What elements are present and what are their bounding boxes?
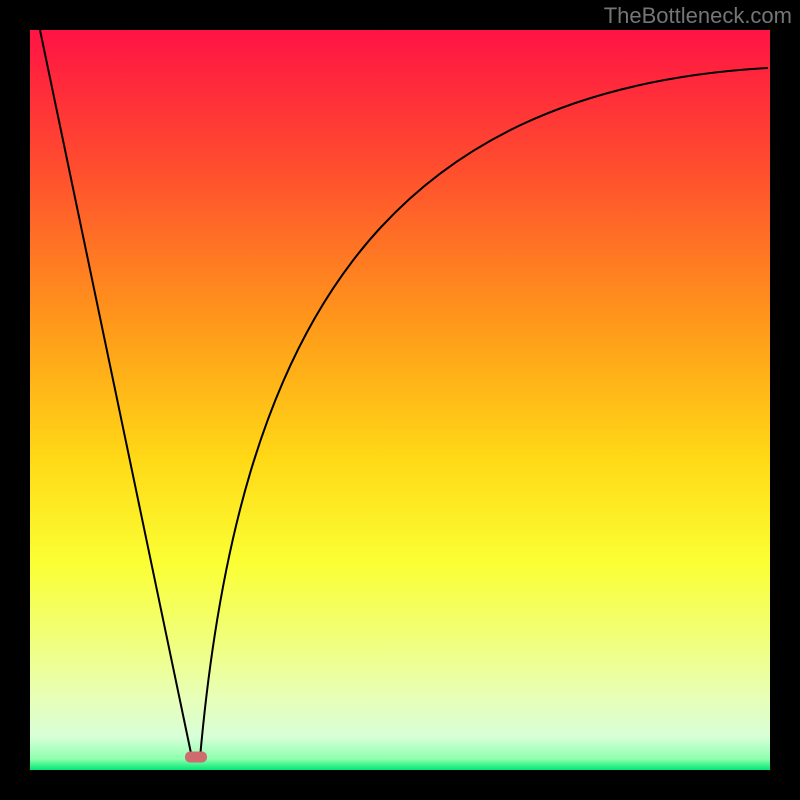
- plot-gradient-background: [30, 30, 770, 770]
- attribution-text: TheBottleneck.com: [604, 3, 792, 29]
- chart-frame: TheBottleneck.com: [0, 0, 800, 800]
